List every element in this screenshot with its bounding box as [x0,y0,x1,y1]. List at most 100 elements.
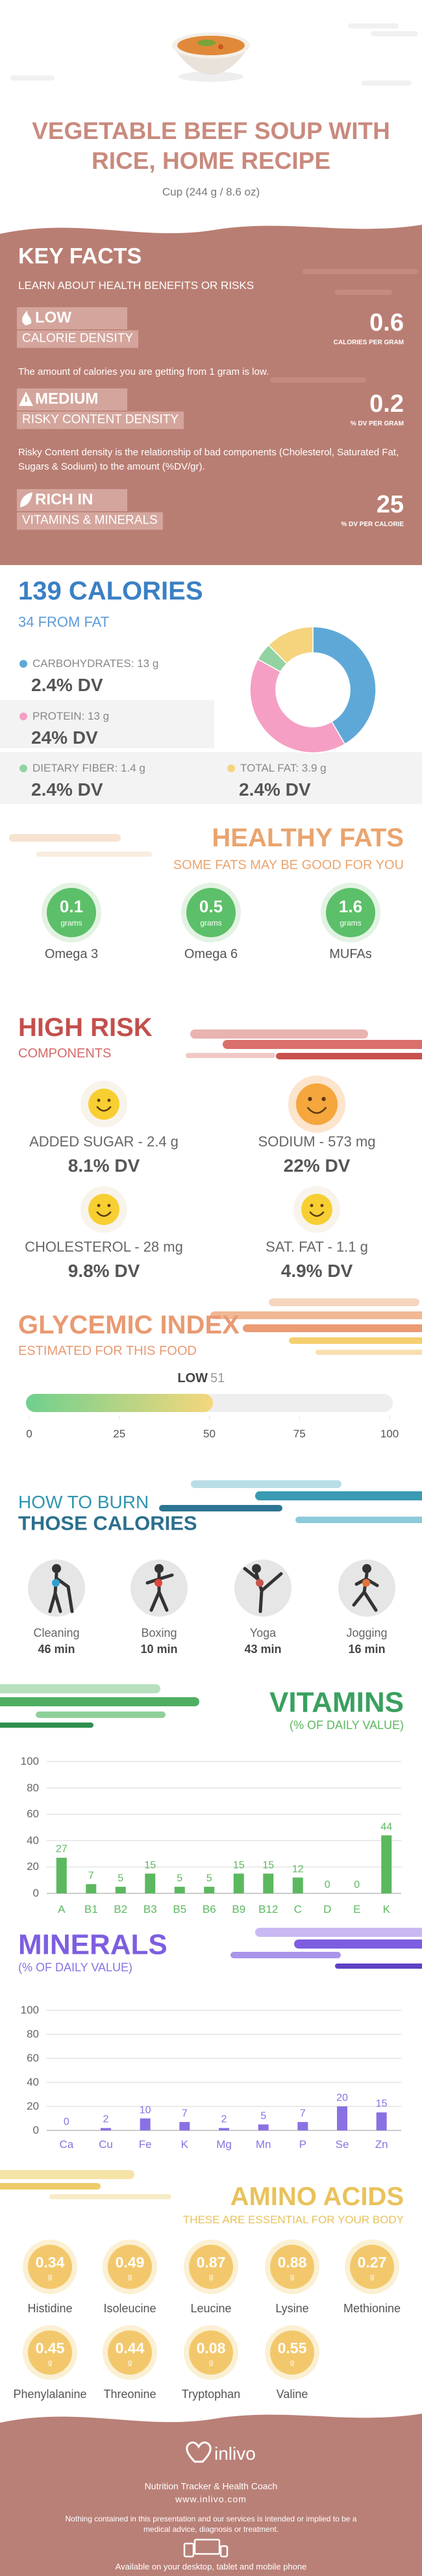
y-tick-label: 20 [27,2099,39,2112]
chart-subtitle: (% OF DAILY VALUE) [289,1719,404,1732]
figure-head [252,1564,261,1573]
x-tick-label: B2 [114,1902,128,1915]
x-tick-label: B6 [202,1902,216,1915]
smiley [296,1083,338,1125]
section-title: HIGH RISK [18,1013,153,1042]
y-tick-label: 100 [20,2003,39,2016]
figure-head [362,1564,371,1573]
value-label: 0 [354,1879,360,1891]
nutrient-dv: 24% DV [31,727,98,748]
amino-value: 0.49 [115,2254,145,2271]
amino-name: Lysine [275,2302,309,2316]
bar [381,1835,392,1893]
risk-dv: 9.8% DV [68,1261,140,1282]
risk-dv: 8.1% DV [68,1155,140,1176]
garnish [197,40,216,46]
availability: Available on your desktop, tablet and mo… [115,2562,307,2572]
section-subtitle: LEARN ABOUT HEALTH BENEFITS OR RISKS [18,279,254,292]
x-tick-label: 50 [203,1427,216,1440]
chart-title: VITAMINS [269,1686,404,1719]
density-label: CALORIE DENSITY [17,330,139,348]
x-tick-label: K [180,2138,188,2151]
figure-body [352,1572,379,1612]
y-tick-label: 80 [27,2027,39,2040]
amino-unit: g [127,2358,132,2367]
x-tick-label: Cu [99,2138,113,2151]
value-label: 5 [206,1873,212,1884]
fat-value: 1.6 [338,896,363,916]
section-title: AMINO ACIDS [230,2182,404,2211]
x-tick-label: K [382,1902,390,1915]
protein-band [0,700,214,748]
website: www.inlivo.com [175,2494,247,2505]
figure-accent [362,1579,370,1587]
warning-mark [25,397,27,402]
smiley-eye [321,1096,326,1102]
value-label: 44 [380,1821,393,1833]
bar [115,1886,126,1893]
risk-dv: 22% DV [283,1155,351,1176]
section-subtitle: THOSE CALORIES [18,1511,197,1535]
x-tick-label: D [323,1902,332,1915]
serving-size: Cup (244 g / 8.6 oz) [162,185,260,198]
y-tick-label: 100 [20,1754,39,1767]
density-label: RISKY CONTENT DENSITY [17,411,184,429]
bar [376,2112,387,2130]
x-tick-label: Mg [216,2138,232,2151]
amino-circle [270,2245,314,2289]
value-label: 27 [55,1843,68,1855]
section-subtitle: ESTIMATED FOR THIS FOOD [18,1344,197,1358]
amino-value: 0.34 [35,2254,65,2271]
fat-circle [186,888,236,937]
amino-unit: g [290,2358,295,2367]
x-tick-label: B3 [143,1902,157,1915]
amino-value: 0.55 [277,2340,307,2357]
smiley-mouth [306,1106,327,1114]
x-tick-label: Mn [255,2138,271,2151]
y-tick-label: 40 [27,1834,39,1847]
density-unit: % DV PER GRAM [350,420,404,427]
activity-time: 46 min [38,1643,75,1656]
x-tick-label: C [293,1902,302,1915]
garnish-dot [218,44,223,49]
figure-head [52,1564,61,1573]
y-tick-label: 0 [32,1886,39,1899]
bar [233,1873,244,1893]
tablet-icon [183,2542,195,2558]
value-label: 7 [88,1870,94,1882]
value-label: 20 [336,2092,348,2104]
x-tick-label: B1 [84,1902,98,1915]
fat-unit: grams [60,918,82,928]
section-subtitle: SOME FATS MAY BE GOOD FOR YOU [173,858,404,872]
chart-title: MINERALS [18,1928,168,1961]
value-label: 5 [260,2110,267,2122]
section-title: HEALTHY FATS [212,824,404,852]
gauge-label: LOW [177,1371,208,1385]
amino-value: 0.88 [277,2254,307,2271]
fat-value: 0.5 [199,896,223,916]
fat-name: Omega 6 [184,947,238,961]
density-unit: CALORIES PER GRAM [333,339,404,346]
value-label: 2 [103,2114,109,2125]
x-tick-label: Zn [375,2138,388,2151]
amino-value: 0.08 [196,2340,226,2357]
nutrient-dv: 2.4% DV [31,779,103,800]
calories-title: 139 CALORIES [18,577,203,605]
calories-subtitle: 34 FROM FAT [18,613,110,630]
amino-circle [28,2330,72,2375]
smiley [88,1089,119,1120]
figure-head [155,1564,164,1573]
section-subtitle: THESE ARE ESSENTIAL FOR YOUR BODY [182,2213,404,2226]
bar [101,2128,111,2130]
risk-label: SODIUM - 573 mg [258,1133,376,1150]
amino-circle [270,2330,314,2375]
disclaimer: Nothing contained in this presentation a… [65,2514,357,2534]
amino-name: Histidine [27,2302,73,2316]
legend-dot [19,764,27,772]
donut-segment [312,626,377,745]
bar [292,1877,303,1893]
bar [297,2122,308,2130]
activity-time: 43 min [244,1643,282,1656]
smiley [88,1194,119,1225]
amino-name: Threonine [103,2388,156,2401]
